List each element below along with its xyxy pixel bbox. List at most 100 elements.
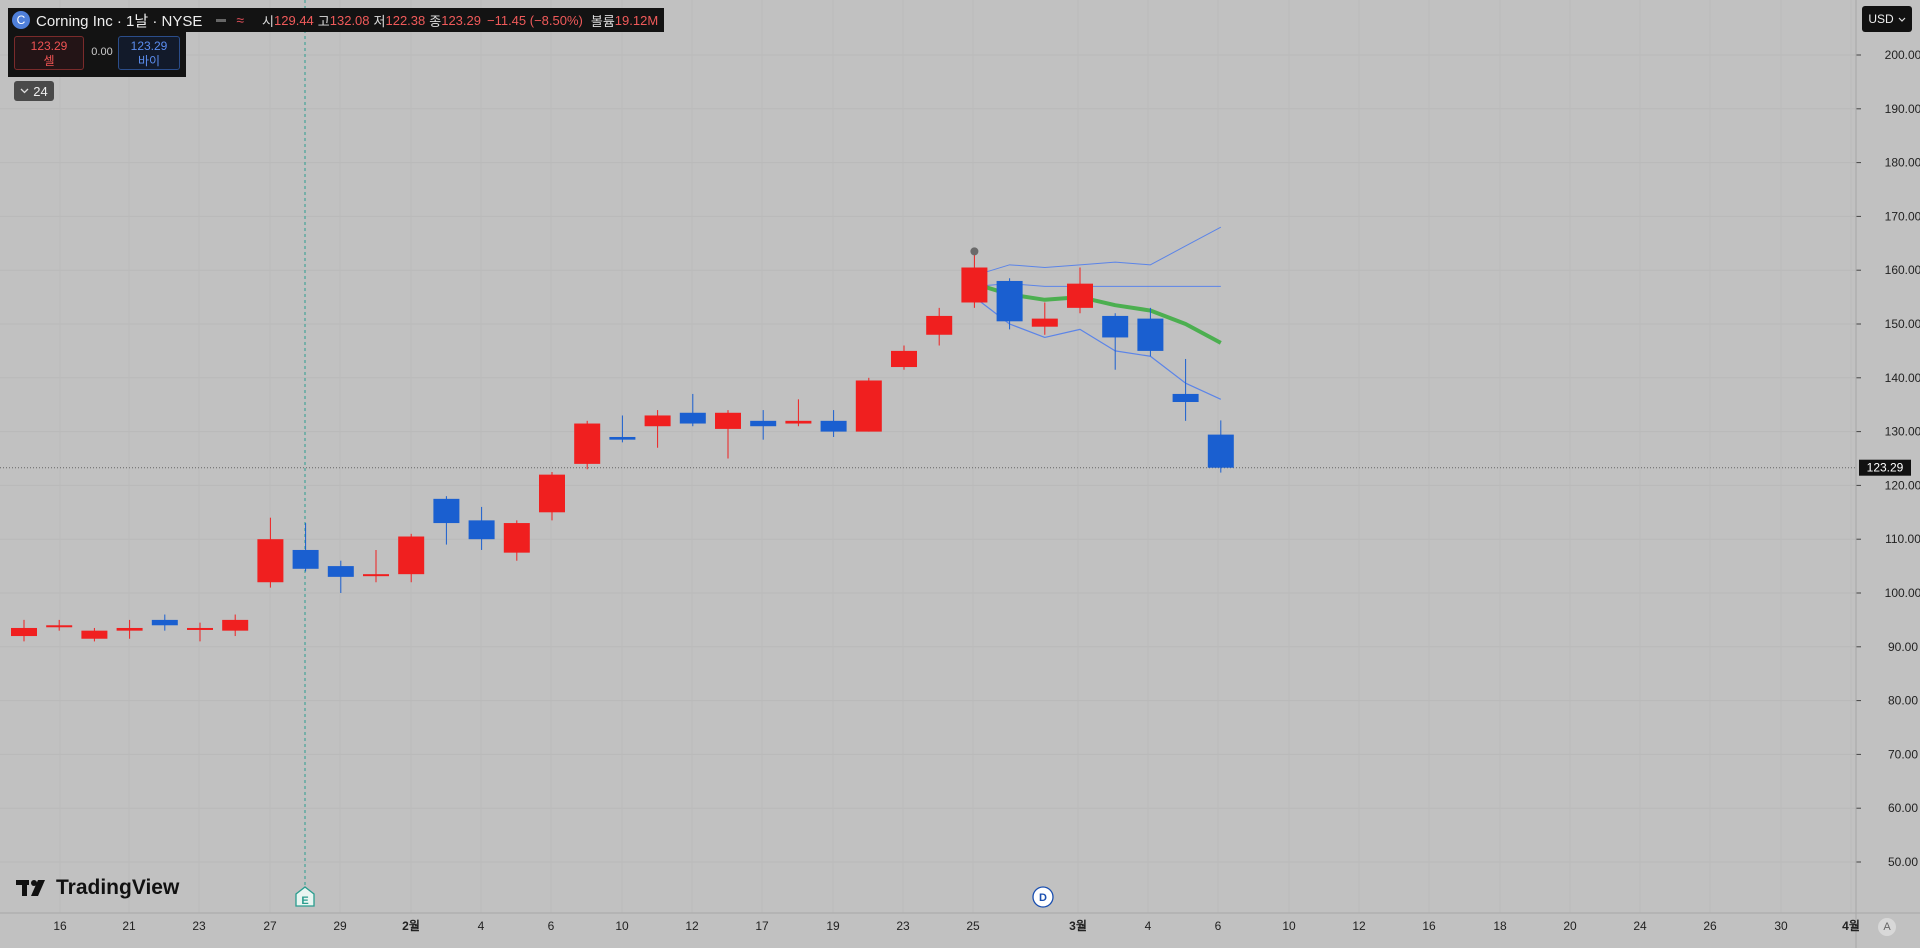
- price-tick-label: 60.00: [1888, 801, 1918, 815]
- candle: [222, 614, 249, 637]
- dividend-marker[interactable]: D: [1032, 886, 1054, 908]
- candle-body: [785, 420, 812, 424]
- candle-body: [715, 412, 741, 429]
- candle-body: [926, 315, 953, 335]
- candle-body: [1031, 318, 1058, 327]
- candle-body: [222, 619, 249, 631]
- time-tick-label: 21: [122, 919, 136, 933]
- marker-dot: [970, 247, 979, 256]
- buy-price: 123.29: [130, 39, 168, 53]
- price-tick-label: 80.00: [1888, 694, 1918, 708]
- candle: [961, 254, 988, 308]
- price-tick-label: 90.00: [1888, 640, 1918, 654]
- grid: [0, 0, 1856, 888]
- tradingview-logo[interactable]: TradingView: [16, 876, 179, 900]
- auto-label: A: [1883, 921, 1891, 933]
- earnings-marker-label: E: [301, 895, 308, 907]
- indicators-collapse-button[interactable]: 24: [14, 81, 54, 101]
- symbol-title[interactable]: Corning Inc · 1날 · NYSE: [36, 12, 203, 30]
- candle-body: [398, 536, 425, 575]
- candle: [644, 410, 671, 448]
- currency-label: USD: [1868, 12, 1894, 26]
- candle-body: [644, 415, 671, 427]
- auto-scale-button[interactable]: A: [1878, 918, 1896, 936]
- chevron-down-icon: [20, 88, 29, 94]
- low-value: 122.38: [385, 12, 426, 28]
- price-tick-label: 140.00: [1885, 371, 1920, 385]
- time-tick-label: 19: [826, 919, 840, 933]
- price-tick-label: 180.00: [1885, 156, 1920, 170]
- buy-label: 바이: [137, 54, 161, 68]
- last-price-badge: [1859, 459, 1911, 476]
- candle: [609, 415, 636, 443]
- time-tick-label: 23: [896, 919, 910, 933]
- candle: [1207, 420, 1234, 473]
- price-tick-label: 160.00: [1885, 263, 1920, 277]
- candle-body: [81, 630, 108, 639]
- time-tick-label: 16: [1422, 919, 1436, 933]
- candle: [891, 345, 917, 370]
- time-tick-label: 2월: [402, 918, 420, 933]
- candle: [46, 619, 73, 631]
- time-tick-label: 17: [755, 919, 769, 933]
- candle: [679, 393, 706, 427]
- candle: [996, 278, 1023, 330]
- candle: [327, 560, 354, 593]
- currency-button[interactable]: USD: [1862, 6, 1912, 32]
- candle-body: [855, 380, 882, 432]
- high-value: 132.08: [329, 12, 370, 28]
- price-tick-label: 50.00: [1888, 855, 1918, 869]
- candle: [187, 622, 213, 642]
- candle: [574, 420, 601, 470]
- time-tick-label: 25: [966, 919, 980, 933]
- candle-body: [1067, 283, 1093, 308]
- candle-body: [187, 627, 213, 630]
- time-tick-label: 30: [1774, 919, 1788, 933]
- candle: [1137, 307, 1164, 357]
- candle-body: [468, 520, 495, 540]
- open-label: 시: [262, 13, 275, 29]
- change-value: −11.45 (−8.50%): [486, 12, 583, 28]
- candle-body: [820, 420, 847, 432]
- earnings-marker[interactable]: E: [295, 886, 315, 907]
- candle: [503, 520, 530, 561]
- symbol-header[interactable]: C Corning Inc · 1날 · NYSE ≈ 시 129.44 고 132…: [8, 8, 665, 32]
- time-tick-label: 10: [1282, 919, 1296, 933]
- candle-body: [433, 498, 460, 524]
- candle-body: [1207, 434, 1234, 468]
- price-tick-label: 100.00: [1885, 586, 1920, 600]
- time-tick-label: 4: [1145, 919, 1152, 933]
- candle-body: [679, 412, 706, 424]
- candle: [11, 619, 37, 642]
- time-tick-label: 27: [263, 919, 277, 933]
- sell-button[interactable]: 123.29 셀: [14, 36, 84, 70]
- price-tick-label: 70.00: [1888, 747, 1918, 761]
- price-tick-label: 190.00: [1885, 102, 1920, 116]
- candle-body: [1172, 393, 1199, 403]
- tradingview-icon: [16, 880, 45, 896]
- time-axis: 16 21 23 27 29 2월 4 6 10 12 17 19 23 25 3월 4 6 10 12 16 18 20…: [0, 912, 1920, 933]
- time-tick-label: 26: [1703, 919, 1717, 933]
- candle-body: [961, 267, 988, 303]
- candle-body: [1137, 318, 1164, 351]
- price-tick-label: 150.00: [1885, 317, 1920, 331]
- candle: [398, 533, 425, 583]
- time-tick-label: 6: [1215, 919, 1222, 933]
- candle-body: [503, 523, 530, 553]
- candle-body: [539, 474, 565, 513]
- last-price-label: 123.29: [1867, 461, 1904, 475]
- buy-button[interactable]: 123.29 바이: [118, 36, 180, 70]
- candle: [715, 410, 741, 459]
- candle-body: [609, 436, 636, 440]
- candle: [855, 377, 882, 432]
- candle: [433, 496, 460, 545]
- candle: [750, 410, 777, 440]
- lower-band: [974, 296, 1222, 400]
- time-tick-label: 10: [615, 919, 629, 933]
- candle: [1172, 358, 1199, 421]
- time-tick-label: 18: [1493, 919, 1507, 933]
- trade-panel: 123.29 셀 0.00 123.29 바이: [8, 32, 186, 77]
- volume-value: 19.12M: [614, 12, 659, 28]
